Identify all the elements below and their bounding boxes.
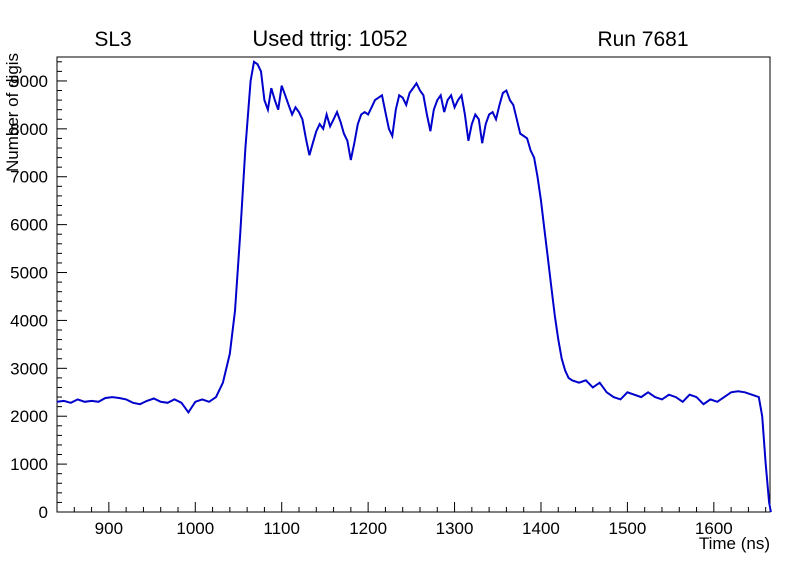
plot-frame <box>56 56 771 513</box>
x-tick-label: 1200 <box>349 519 387 538</box>
x-tick-label: 1000 <box>176 519 214 538</box>
y-tick-label: 2000 <box>10 407 48 426</box>
data-series-group <box>56 60 772 513</box>
y-tick-label: 4000 <box>10 311 48 330</box>
x-tick-label: 900 <box>95 519 123 538</box>
tick-labels-group: 900 1000 1100 1200 1300 1400 1500 1600 0 1000 2000… <box>10 72 733 538</box>
x-axis-title: Time (ns) <box>699 534 770 553</box>
y-axis-title: Number of digis <box>3 53 22 172</box>
y-tick-label: 5000 <box>10 264 48 283</box>
x-tick-label: 1500 <box>608 519 646 538</box>
plot-frame-group <box>56 56 771 513</box>
pad-left-title: SL3 <box>94 28 131 51</box>
y-tick-label: 6000 <box>10 216 48 235</box>
x-tick-label: 1400 <box>522 519 560 538</box>
data-line <box>56 60 772 513</box>
axis-ticks-group <box>56 61 767 513</box>
y-tick-label: 1000 <box>10 455 48 474</box>
y-tick-label: 7000 <box>10 168 48 187</box>
y-tick-label: 0 <box>39 503 48 522</box>
x-tick-label: 1600 <box>695 519 733 538</box>
x-tick-label: 1100 <box>263 519 300 538</box>
y-tick-label: 9000 <box>10 72 48 91</box>
y-tick-label: 3000 <box>10 359 48 378</box>
chart-title: Used ttrig: 1052 <box>252 26 407 51</box>
x-tick-label: 1300 <box>436 519 474 538</box>
pad-right-title: Run 7681 <box>597 28 688 51</box>
y-tick-label: 8000 <box>10 120 48 139</box>
